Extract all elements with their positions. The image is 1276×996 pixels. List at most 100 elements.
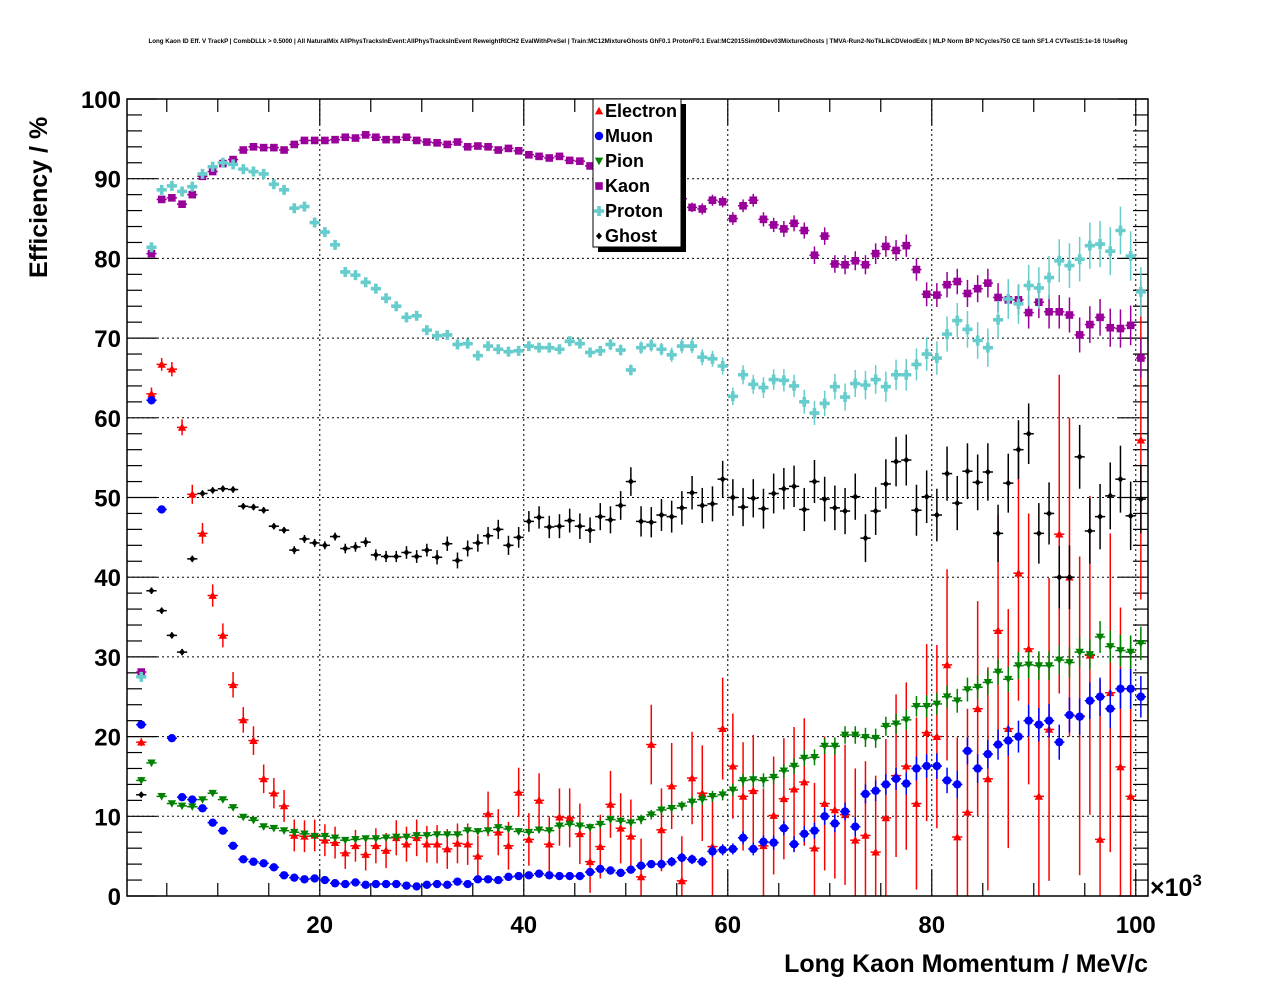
data-point: [147, 396, 156, 405]
data-point: [749, 844, 758, 854]
data-point: [1116, 684, 1125, 693]
y-axis-label: Efficiency / %: [25, 117, 53, 278]
data-point: [361, 835, 370, 843]
data-point: [779, 794, 789, 803]
data-point: [758, 382, 769, 393]
data-point: [789, 762, 799, 771]
data-point: [453, 138, 462, 146]
data-point: [330, 834, 340, 843]
data-point: [1034, 792, 1044, 800]
data-point: [545, 154, 554, 162]
data-point: [1125, 251, 1136, 262]
axes: 0 10 20 30 40 50 60 70 80 90 100 20 40 60 80 100: [81, 87, 1156, 939]
data-point: [707, 353, 718, 364]
data-point: [738, 833, 748, 843]
data-point: [362, 538, 369, 546]
data-point: [423, 546, 430, 554]
data-point: [596, 820, 605, 829]
data-point: [942, 693, 952, 701]
data-point: [585, 867, 595, 877]
data-point: [903, 456, 910, 464]
data-point: [157, 505, 166, 514]
data-point: [1116, 762, 1125, 771]
data-point: [616, 868, 625, 878]
data-point: [493, 344, 504, 355]
data-point: [575, 829, 585, 838]
data-point: [952, 315, 963, 326]
data-point: [625, 364, 636, 375]
data-point: [1044, 662, 1054, 670]
data-point: [1126, 792, 1135, 800]
data-point: [534, 342, 545, 353]
data-point: [554, 344, 565, 355]
data-point: [198, 529, 207, 537]
data-point: [179, 648, 186, 656]
data-point: [830, 742, 840, 751]
data-point: [403, 548, 410, 556]
data-point: [748, 379, 759, 390]
data-point: [525, 150, 533, 159]
data-point: [911, 359, 922, 370]
data-point: [729, 494, 736, 501]
data-point: [188, 803, 197, 811]
x-tick-label: 60: [714, 912, 741, 939]
data-point: [188, 490, 197, 498]
series-pion: [136, 621, 1146, 845]
data-point: [606, 866, 615, 875]
legend: Electron Muon Pion Kaon Proton Ghost: [592, 98, 686, 252]
data-point: [413, 552, 420, 560]
data-point: [810, 251, 819, 260]
data-point: [1024, 644, 1033, 653]
data-point: [311, 539, 318, 547]
data-point: [1024, 661, 1033, 670]
data-point: [840, 731, 850, 740]
data-point: [1004, 736, 1013, 745]
data-point: [871, 734, 880, 743]
data-point: [819, 398, 830, 409]
data-point: [228, 680, 238, 689]
data-point: [1097, 513, 1104, 521]
data-point: [687, 773, 697, 782]
data-point: [199, 490, 206, 498]
data-point: [677, 853, 687, 862]
data-point: [432, 831, 442, 839]
data-point: [779, 767, 789, 776]
data-point: [871, 847, 880, 856]
data-point: [546, 523, 553, 531]
data-point: [810, 826, 819, 835]
data-point: [769, 221, 778, 229]
data-point: [1075, 712, 1084, 721]
data-point: [1105, 246, 1116, 257]
data-point: [310, 136, 319, 145]
data-point: [626, 832, 636, 840]
data-point: [463, 839, 472, 848]
data-point: [514, 147, 523, 155]
data-point: [524, 835, 534, 843]
data-point: [443, 831, 452, 839]
data-point: [953, 277, 962, 286]
data-point: [198, 796, 207, 804]
data-point: [1055, 737, 1064, 747]
data-point: [1135, 286, 1146, 297]
data-point: [299, 201, 310, 212]
data-point: [993, 626, 1003, 634]
data-point: [147, 759, 156, 768]
data-point: [463, 827, 472, 835]
data-point: [1013, 298, 1024, 309]
data-point: [922, 761, 931, 771]
data-point: [860, 380, 871, 391]
data-point: [891, 720, 901, 729]
data-point: [615, 345, 626, 356]
data-point: [248, 166, 259, 177]
data-point: [1086, 527, 1093, 535]
data-point: [626, 819, 636, 827]
data-point: [851, 731, 860, 740]
data-point: [1137, 354, 1145, 362]
data-point: [1014, 732, 1023, 741]
data-point: [596, 864, 605, 874]
data-point: [177, 423, 187, 431]
data-point: [504, 144, 513, 153]
data-point: [270, 522, 277, 530]
data-point: [219, 485, 226, 493]
data-point: [565, 871, 574, 881]
